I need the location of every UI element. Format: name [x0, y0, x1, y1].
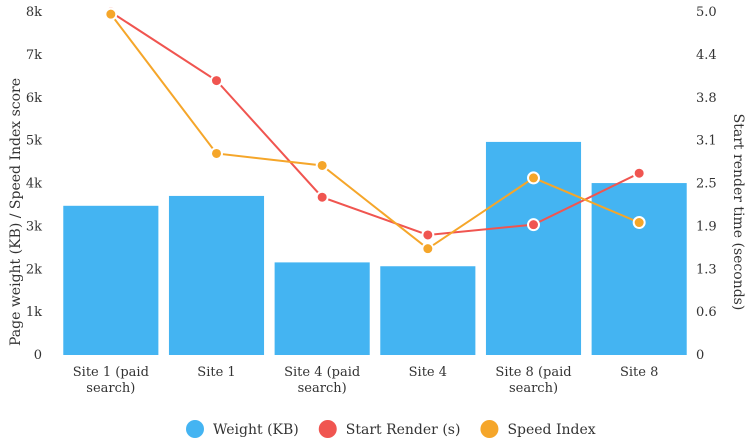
y-tick-label: 8k: [26, 5, 42, 20]
legend: Weight (KB) Start Render (s) Speed Index: [186, 420, 596, 438]
left-axis-title: Page weight (KB) / Speed Index score: [8, 78, 24, 346]
weight-bar: [63, 205, 159, 355]
x-axis-labels: Site 1 (paid search) Site 1 Site 4 (paid sea…: [73, 365, 659, 396]
series-point: [527, 171, 540, 185]
right-axis-ticks: 0 0.6 1.3 1.9 2.5 3.1 3.8 4.4 5.0: [696, 5, 717, 363]
x-tick-label: Site 4 (paid search): [284, 365, 360, 396]
series-point: [632, 216, 646, 230]
legend-marker: [480, 420, 499, 438]
legend-label: Weight (KB): [213, 422, 299, 438]
x-tick-label: Site 8: [620, 365, 658, 380]
y2-tick-label: 0: [696, 348, 704, 363]
series-lines: [104, 5, 646, 256]
y2-tick-label: 1.9: [696, 219, 717, 234]
series-point: [210, 146, 223, 160]
series-point: [421, 242, 435, 256]
series-point: [527, 218, 540, 232]
y-tick-label: 3k: [26, 219, 42, 234]
y2-tick-label: 1.3: [696, 262, 717, 277]
x-tick-label: Site 1: [197, 365, 235, 380]
right-axis-title: Start render time (seconds): [730, 114, 746, 311]
weight-bar: [380, 266, 476, 355]
series-line: [110, 13, 640, 250]
y2-tick-label: 3.1: [696, 134, 717, 149]
y-tick-label: 5k: [26, 134, 42, 149]
weight-bar: [274, 262, 370, 355]
series-point: [315, 190, 329, 204]
weight-bar: [168, 195, 265, 355]
series-point: [210, 74, 223, 88]
left-axis-ticks: 0 1k 2k 3k 4k 5k 6k 7k 8k: [26, 5, 42, 363]
x-tick-label: Site 1 (paid search): [73, 365, 149, 396]
y2-tick-label: 2.5: [696, 177, 717, 192]
x-tick-label: Site 8 (paid search): [495, 365, 571, 396]
y-tick-label: 0: [34, 348, 42, 363]
legend-marker: [186, 420, 204, 438]
legend-label: Speed Index: [507, 422, 595, 438]
y2-tick-label: 4.4: [696, 48, 717, 63]
legend-marker: [318, 420, 337, 438]
y-tick-label: 7k: [26, 48, 42, 63]
series-point: [632, 166, 646, 180]
series-line: [110, 11, 640, 236]
x-tick-label: Site 4: [409, 365, 447, 380]
y-tick-label: 6k: [26, 91, 42, 106]
series-point: [421, 228, 435, 242]
series-point: [315, 158, 329, 172]
legend-label: Start Render (s): [346, 422, 461, 438]
y2-tick-label: 0.6: [696, 305, 717, 320]
y-tick-label: 4k: [26, 177, 42, 192]
series-point: [104, 7, 118, 21]
y2-tick-label: 5.0: [696, 5, 717, 20]
y2-tick-label: 3.8: [696, 91, 717, 106]
y-tick-label: 1k: [26, 305, 42, 320]
y-tick-label: 2k: [26, 262, 42, 277]
weight-bar: [591, 183, 687, 355]
weight-bars: [63, 141, 687, 355]
